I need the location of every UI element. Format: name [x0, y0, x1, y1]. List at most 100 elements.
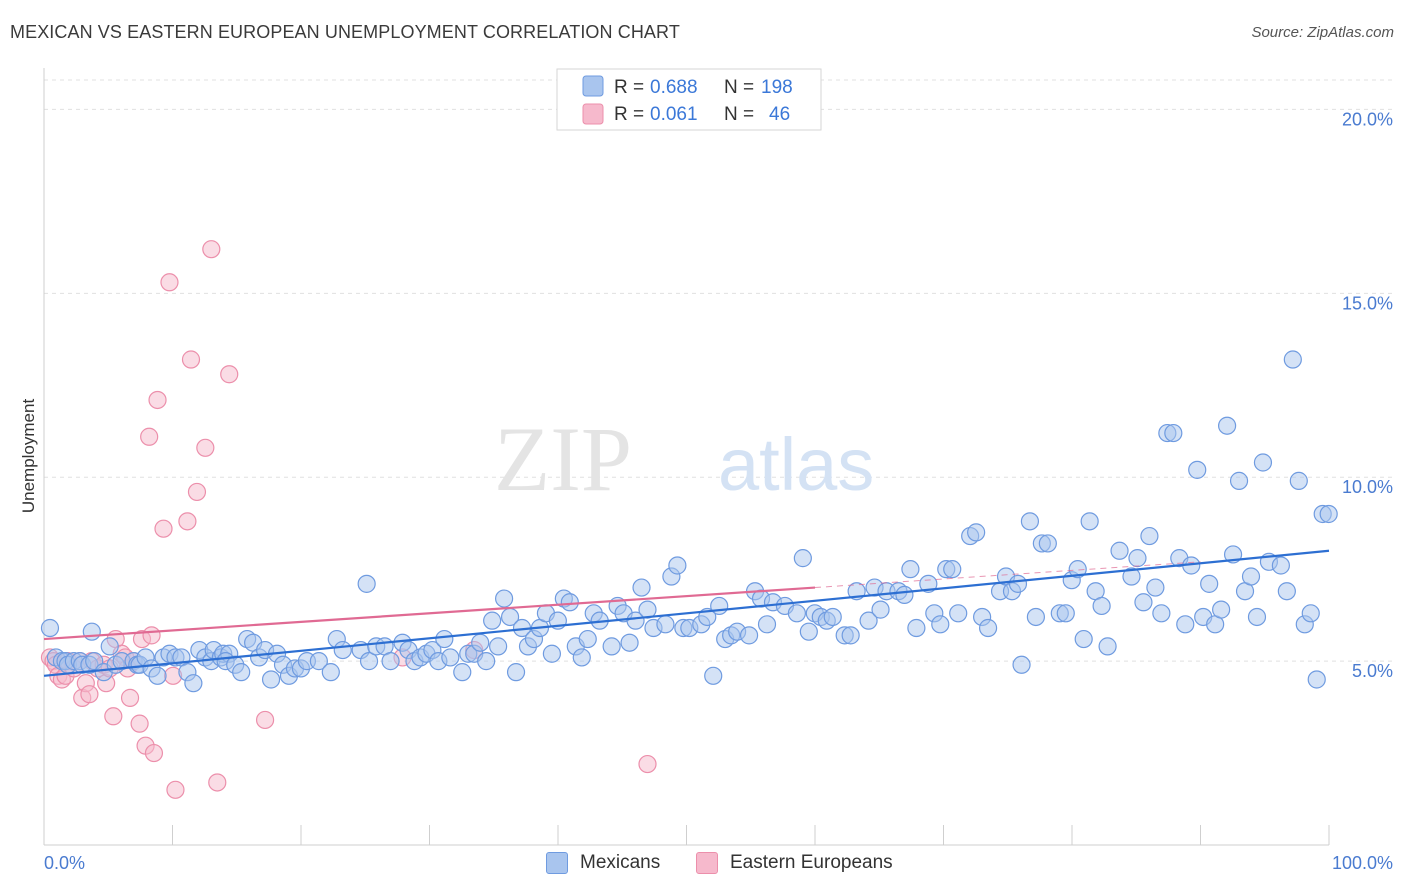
eastern-european-points — [40, 240, 657, 799]
legend-n-label-1: N = — [724, 77, 754, 98]
legend-r-value-1: 0.688 — [650, 77, 698, 98]
mexican-point-184 — [1241, 567, 1261, 586]
mexican-point-71 — [477, 652, 496, 671]
mexicans-label: Mexicans — [580, 852, 661, 873]
mexican-point-48 — [309, 652, 328, 671]
mexican-point-164 — [1122, 567, 1141, 586]
mexican-point-158 — [1074, 629, 1093, 649]
mexican-point-189 — [1277, 582, 1296, 601]
mexican-points — [40, 350, 1338, 693]
mexican-point-139 — [943, 560, 962, 579]
y-tick-label-3: 20.0% — [1342, 109, 1393, 129]
bottom-legend-eastern-europeans[interactable]: Eastern Europeans — [696, 852, 893, 874]
mexicans-swatch — [546, 852, 568, 874]
eastern-european-point-32 — [160, 273, 179, 292]
mexican-point-161 — [1092, 596, 1111, 616]
trend-lines — [43, 549, 1330, 677]
mexican-point-88 — [578, 629, 597, 649]
mexican-point-87 — [572, 648, 591, 667]
legend-n-value-1: 198 — [761, 77, 793, 98]
mexican-point-82 — [542, 644, 561, 663]
mexican-point-129 — [871, 600, 890, 619]
legend-r-label-2: R = — [614, 104, 644, 125]
eastern-european-point-11 — [80, 685, 99, 704]
mexican-point-169 — [1152, 604, 1171, 623]
eastern-european-point-22 — [120, 688, 140, 707]
mexican-point-26 — [184, 674, 203, 693]
mexican-point-163 — [1110, 541, 1129, 560]
mexican-point-157 — [1068, 560, 1087, 579]
mexican-point-162 — [1098, 637, 1117, 656]
mexican-point-180 — [1217, 416, 1237, 435]
mexican-point-173 — [1176, 615, 1195, 634]
mexican-point-119 — [799, 622, 818, 641]
eastern-european-trend-extension — [814, 561, 1201, 589]
eastern-european-point-41 — [220, 365, 239, 384]
mexican-point-148 — [1008, 574, 1028, 593]
mexican-point-94 — [620, 633, 639, 652]
mexican-point-114 — [757, 615, 777, 634]
mexican-point-135 — [919, 574, 938, 593]
chart-title: MEXICAN VS EASTERN EUROPEAN UNEMPLOYMENT… — [10, 22, 680, 42]
mexican-point-85 — [560, 593, 579, 612]
mexican-point-140 — [949, 604, 968, 623]
mexican-point-196 — [1319, 504, 1338, 524]
watermark: ZIP atlas — [494, 408, 874, 510]
legend-swatch-mexicans — [582, 75, 604, 97]
y-tick-labels: 5.0% 10.0% 15.0% 20.0% — [1342, 109, 1393, 681]
y-tick-label-0: 5.0% — [1352, 661, 1393, 681]
mexican-point-127 — [859, 611, 878, 630]
mexican-point-36 — [232, 663, 251, 682]
eastern-european-point-28 — [142, 626, 161, 645]
mexican-point-137 — [931, 615, 950, 634]
mexican-point-177 — [1200, 574, 1219, 593]
mexican-point-188 — [1271, 556, 1290, 575]
mexican-point-111 — [739, 626, 759, 645]
y-tick-label-1: 10.0% — [1342, 477, 1393, 497]
mexican-point-179 — [1212, 600, 1231, 619]
mexican-point-57 — [381, 652, 400, 671]
mexican-point-107 — [710, 596, 729, 616]
eastern-european-point-36 — [181, 350, 201, 369]
mexican-point-41 — [261, 670, 281, 689]
mexican-point-95 — [626, 611, 645, 630]
mexican-point-54 — [359, 652, 379, 671]
eastern-european-point-27 — [140, 427, 159, 446]
eastern-european-point-24 — [130, 714, 149, 733]
eastern-european-point-35 — [178, 512, 197, 531]
mexican-point-165 — [1128, 549, 1147, 568]
eastern-european-point-38 — [196, 438, 215, 457]
eastern-european-point-29 — [144, 743, 164, 763]
mexican-point-182 — [1229, 471, 1249, 490]
x-tick-label-max: 100.0% — [1332, 853, 1393, 873]
eastern-european-point-42 — [255, 710, 275, 730]
mexican-point-67 — [453, 663, 472, 682]
mexican-point-191 — [1289, 471, 1308, 490]
mexican-point-72 — [483, 611, 502, 630]
mexican-point-70 — [471, 633, 490, 652]
mexican-point-175 — [1188, 460, 1207, 479]
mexican-trend-line — [43, 549, 1330, 677]
mexican-point-149 — [1012, 655, 1031, 674]
mexican-point-166 — [1134, 593, 1153, 612]
mexican-point-125 — [841, 626, 860, 645]
mexican-point-117 — [787, 604, 806, 623]
mexican-point-76 — [506, 663, 526, 682]
mexican-point-155 — [1056, 604, 1075, 623]
mexican-point-142 — [967, 523, 986, 542]
mexican-point-20 — [148, 666, 167, 685]
eastern-european-point-45 — [638, 754, 657, 774]
eastern-europeans-swatch — [696, 852, 718, 874]
mexican-point-194 — [1307, 670, 1326, 689]
legend-box: R = 0.688 N = 198 R = 0.061 N = 46 — [556, 68, 822, 131]
mexican-point-132 — [895, 585, 914, 605]
mexican-point-51 — [333, 640, 352, 660]
axes — [43, 68, 1330, 846]
legend-r-label-1: R = — [614, 77, 644, 98]
eastern-european-point-40 — [208, 773, 227, 792]
bottom-legend-mexicans[interactable]: Mexicans — [546, 852, 660, 874]
mexican-point-65 — [435, 629, 454, 649]
mexican-point-91 — [602, 637, 621, 656]
eastern-european-point-17 — [104, 707, 123, 726]
mexican-point-159 — [1080, 512, 1099, 531]
